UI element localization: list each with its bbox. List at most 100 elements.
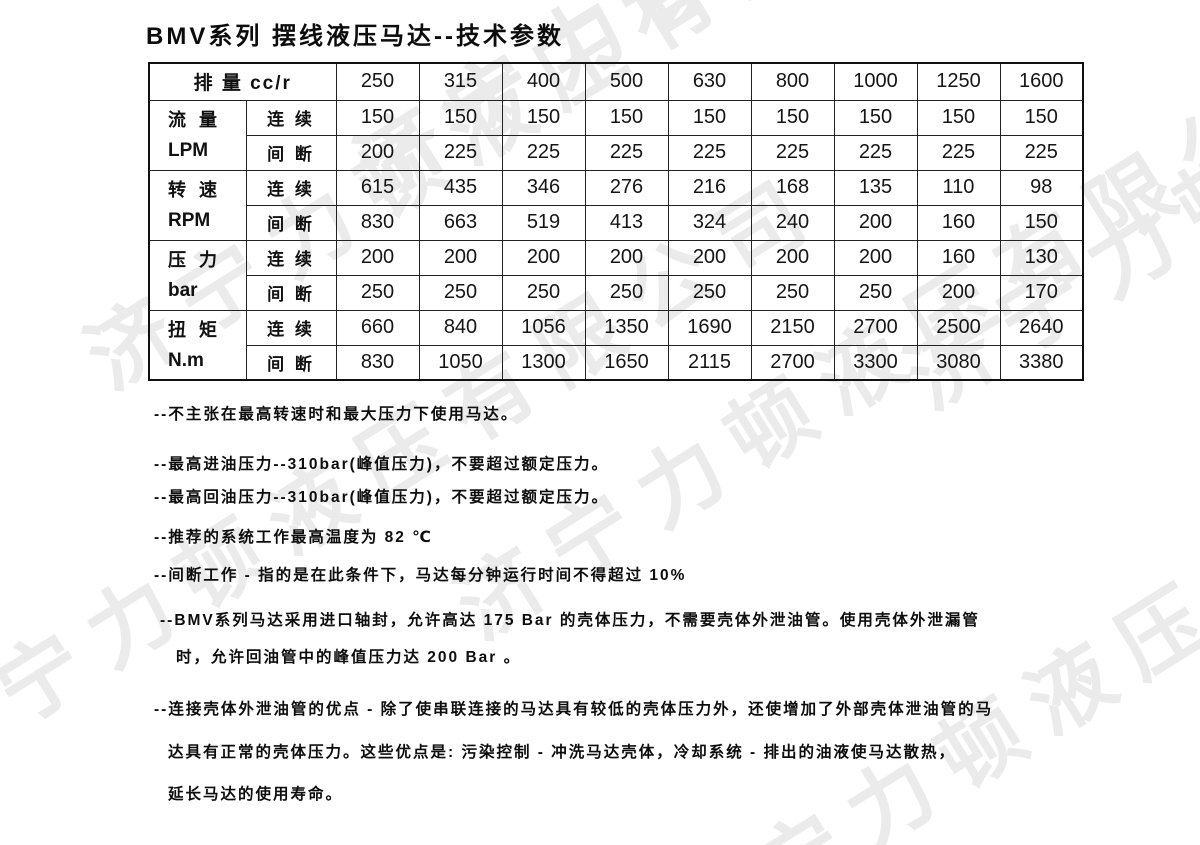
mode-cell: 间 断: [245, 204, 337, 241]
value-cell: 225: [750, 134, 835, 171]
value-cell: 225: [999, 134, 1084, 171]
value-cell: 1690: [667, 309, 752, 346]
table-row-pressure-int: 间 断 250 250 250 250 250 250 250 200 170: [149, 274, 1084, 311]
value-cell: 435: [418, 169, 503, 206]
value-cell: 200: [335, 239, 420, 276]
group-unit: LPM: [168, 140, 209, 161]
value-cell: 150: [916, 99, 1001, 136]
value-cell: 150: [750, 99, 835, 136]
value-cell: 250: [335, 62, 420, 101]
group-name: 扭 矩: [168, 319, 222, 340]
value-cell: 3080: [916, 344, 1001, 381]
table-row-flow-int: 间 断 200 225 225 225 225 225 225 225 225: [149, 134, 1084, 171]
mode-cell: 间 断: [245, 134, 337, 171]
value-cell: 250: [667, 274, 752, 311]
note-line: --最高进油压力--310bar(峰值压力)，不要超过额定压力。: [154, 456, 609, 473]
value-cell: 250: [418, 274, 503, 311]
value-cell: 413: [584, 204, 669, 241]
group-name: 流 量: [168, 110, 222, 130]
value-cell: 1650: [584, 344, 669, 381]
group-unit: RPM: [168, 210, 211, 231]
value-cell: 160: [916, 204, 1001, 241]
value-cell: 630: [667, 62, 752, 101]
group-label-torque: 扭 矩 N.m: [148, 309, 247, 381]
value-cell: 1050: [418, 344, 503, 381]
table-row-speed-cont: 转 速 RPM 连 续 615 435 346 276 216 168 135 110 98: [148, 169, 1084, 241]
group-label-speed: 转 速 RPM: [148, 169, 247, 241]
value-cell: 225: [501, 134, 586, 171]
note-line: --连接壳体外泄油管的优点 - 除了使串联连接的马达具有较低的壳体压力外，还使增…: [154, 701, 994, 718]
mode-cell: 连 续: [245, 169, 337, 206]
group-label-flow: 流 量 LPM: [148, 99, 247, 171]
value-cell: 200: [584, 239, 669, 276]
note-line: --最高回油压力--310bar(峰值压力)，不要超过额定压力。: [154, 489, 609, 506]
note-line: 延长马达的使用寿命。: [168, 786, 344, 803]
value-cell: 225: [418, 134, 503, 171]
value-cell: 200: [667, 239, 752, 276]
value-cell: 200: [335, 134, 420, 171]
value-cell: 160: [916, 239, 1001, 276]
value-cell: 225: [916, 134, 1001, 171]
note-line: --BMV系列马达采用进口轴封，允许高达 175 Bar 的壳体压力，不需要壳体…: [160, 612, 980, 629]
value-cell: 315: [418, 62, 503, 101]
value-cell: 200: [833, 239, 918, 276]
value-cell: 2115: [667, 344, 752, 381]
table-row-pressure-cont: 压 力 bar 连 续 200 200 200 200 200 200 200 160 130: [148, 239, 1084, 311]
value-cell: 840: [418, 309, 503, 346]
group-unit: bar: [168, 280, 198, 301]
value-cell: 250: [335, 274, 420, 311]
value-cell: 168: [750, 169, 835, 206]
value-cell: 150: [999, 99, 1084, 136]
value-cell: 324: [667, 204, 752, 241]
group-unit: N.m: [168, 349, 204, 371]
value-cell: 150: [833, 99, 918, 136]
note-line: 达具有正常的壳体压力。这些优点是: 污染控制 - 冲洗马达壳体，冷却系统 - 排…: [168, 744, 957, 761]
value-cell: 98: [999, 169, 1084, 206]
value-cell: 150: [584, 99, 669, 136]
spec-table: 排 量 cc/r 250 315 400 500 630 800 1000 1250 1600 …: [148, 62, 1084, 381]
table-row-speed-int: 间 断 830 663 519 413 324 240 200 160 150: [149, 204, 1084, 241]
mode-cell: 间 断: [245, 274, 337, 311]
value-cell: 1000: [833, 62, 918, 101]
value-cell: 135: [833, 169, 918, 206]
value-cell: 216: [667, 169, 752, 206]
value-cell: 150: [501, 99, 586, 136]
value-cell: 615: [335, 169, 420, 206]
value-cell: 110: [916, 169, 1001, 206]
value-cell: 660: [335, 309, 420, 346]
value-cell: 1350: [584, 309, 669, 346]
value-cell: 130: [999, 239, 1084, 276]
value-cell: 250: [501, 274, 586, 311]
value-cell: 150: [335, 99, 420, 136]
mode-cell: 连 续: [245, 239, 337, 276]
value-cell: 3380: [999, 344, 1084, 381]
mode-cell: 间 断: [245, 344, 337, 381]
value-cell: 200: [916, 274, 1001, 311]
value-cell: 1250: [916, 62, 1001, 101]
value-cell: 663: [418, 204, 503, 241]
table-row-torque-int: 间 断 830 1050 1300 1650 2115 2700 3300 3080 3380: [149, 344, 1084, 381]
value-cell: 200: [501, 239, 586, 276]
value-cell: 1056: [501, 309, 586, 346]
value-cell: 2700: [750, 344, 835, 381]
value-cell: 200: [833, 204, 918, 241]
table-row-torque-cont: 扭 矩 N.m 连 续 660 840 1056 1350 1690 2150 2700 25…: [148, 309, 1084, 381]
value-cell: 200: [418, 239, 503, 276]
value-cell: 2640: [999, 309, 1084, 346]
value-cell: 150: [418, 99, 503, 136]
value-cell: 225: [833, 134, 918, 171]
table-row-flow-cont: 流 量 LPM 连 续 150 150 150 150 150 150 150 150 150: [148, 99, 1084, 171]
note-line: 时，允许回油管中的峰值压力达 200 Bar 。: [176, 649, 522, 666]
note-line: --推荐的系统工作最高温度为 82 ℃: [154, 529, 433, 546]
value-cell: 500: [584, 62, 669, 101]
displacement-header-cell: 排 量 cc/r: [148, 62, 337, 101]
mode-cell: 连 续: [245, 309, 337, 346]
value-cell: 200: [750, 239, 835, 276]
table-header-row: 排 量 cc/r 250 315 400 500 630 800 1000 1250 1600: [148, 62, 1084, 101]
value-cell: 800: [750, 62, 835, 101]
value-cell: 225: [584, 134, 669, 171]
page-title: BMV系列 摆线液压马达--技术参数: [146, 23, 564, 50]
value-cell: 150: [667, 99, 752, 136]
